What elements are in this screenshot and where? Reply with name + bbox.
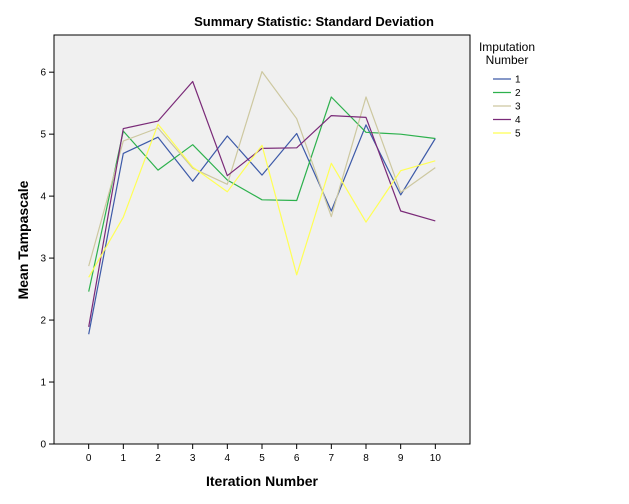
y-tick-label: 6 [40, 68, 46, 79]
x-tick-label: 3 [190, 453, 196, 464]
x-tick-label: 5 [259, 453, 265, 464]
x-tick-label: 4 [225, 453, 231, 464]
plot-area [53, 34, 471, 445]
x-tick-label: 1 [121, 453, 127, 464]
y-tick-label: 2 [40, 316, 46, 327]
x-tick-label: 10 [430, 453, 442, 464]
series-line-3 [88, 70, 436, 267]
y-tick-label: 4 [40, 192, 46, 203]
y-axis-title: Mean Tampascale [15, 180, 31, 299]
legend-label-4: 4 [515, 115, 521, 126]
legend-label-1: 1 [515, 75, 521, 86]
legend-label-2: 2 [515, 88, 521, 99]
x-tick-label: 9 [398, 453, 404, 464]
x-tick-label: 0 [86, 453, 92, 464]
y-axis: 0 1 2 3 4 5 6 [40, 68, 54, 451]
chart-title: Summary Statistic: Standard Deviation [194, 14, 434, 29]
x-axis-title: Iteration Number [206, 473, 319, 489]
y-tick-label: 3 [40, 254, 46, 265]
legend: Imputation Number 1 2 3 4 5 [479, 40, 535, 140]
x-tick-label: 2 [155, 453, 161, 464]
y-tick-label: 0 [40, 440, 46, 451]
series-line-5 [88, 123, 436, 278]
x-tick-label: 6 [294, 453, 300, 464]
legend-title-line-1: Imputation [479, 40, 535, 54]
y-tick-label: 5 [40, 130, 46, 141]
x-tick-label: 8 [363, 453, 369, 464]
y-tick-label: 1 [40, 378, 46, 389]
x-axis: 0 1 2 3 4 5 6 7 8 9 10 [86, 444, 441, 464]
legend-label-3: 3 [515, 102, 521, 113]
series-line-4 [88, 80, 436, 328]
series-line-2 [88, 96, 436, 292]
x-tick-label: 7 [329, 453, 335, 464]
legend-label-5: 5 [515, 129, 521, 140]
legend-title-line-2: Number [486, 53, 529, 67]
series-lines [88, 70, 436, 335]
